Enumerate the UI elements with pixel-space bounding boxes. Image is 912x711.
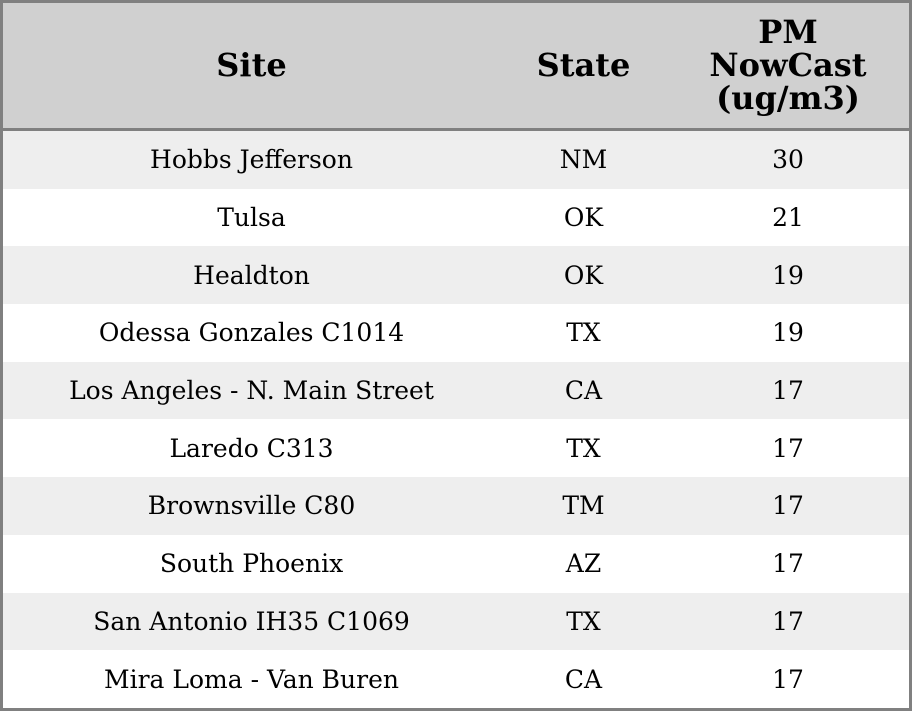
cell-state: TX (500, 304, 667, 362)
table-row: San Antonio IH35 C1069 TX 17 (3, 592, 909, 651)
cell-pm-nowcast: 21 (667, 188, 909, 247)
table-row: Laredo C313 TX 17 (3, 419, 909, 478)
header-state: State (500, 3, 667, 131)
cell-site: Tulsa (3, 188, 500, 247)
cell-state: OK (500, 246, 667, 305)
cell-site: Healdton (3, 246, 500, 305)
cell-site: Mira Loma - Van Buren (3, 650, 500, 708)
table-row: Los Angeles - N. Main Street CA 17 (3, 361, 909, 420)
table-row: Healdton OK 19 (3, 246, 909, 305)
data-table: Site State PM NowCast (ug/m3) Hobbs Jeff… (3, 3, 909, 708)
cell-pm-nowcast: 17 (667, 419, 909, 478)
cell-site: Brownsville C80 (3, 477, 500, 535)
cell-state: CA (500, 361, 667, 420)
table-row: Odessa Gonzales C1014 TX 19 (3, 304, 909, 362)
cell-site: San Antonio IH35 C1069 (3, 592, 500, 651)
cell-pm-nowcast: 30 (667, 129, 909, 189)
cell-state: CA (500, 650, 667, 708)
cell-state: AZ (500, 534, 667, 593)
cell-pm-nowcast: 19 (667, 304, 909, 362)
cell-pm-nowcast: 17 (667, 650, 909, 708)
cell-state: TX (500, 592, 667, 651)
cell-site: South Phoenix (3, 534, 500, 593)
cell-state: TM (500, 477, 667, 535)
cell-site: Odessa Gonzales C1014 (3, 304, 500, 362)
cell-site: Los Angeles - N. Main Street (3, 361, 500, 420)
table-row: South Phoenix AZ 17 (3, 534, 909, 593)
table-row: Hobbs Jefferson NM 30 (3, 129, 909, 189)
cell-site: Laredo C313 (3, 419, 500, 478)
table-row: Tulsa OK 21 (3, 188, 909, 247)
cell-site: Hobbs Jefferson (3, 129, 500, 189)
cell-state: NM (500, 129, 667, 189)
table-row: Mira Loma - Van Buren CA 17 (3, 650, 909, 708)
cell-pm-nowcast: 17 (667, 361, 909, 420)
cell-pm-nowcast: 17 (667, 477, 909, 535)
table-row: Brownsville C80 TM 17 (3, 477, 909, 535)
header-pm-nowcast: PM NowCast (ug/m3) (667, 3, 909, 131)
cell-state: TX (500, 419, 667, 478)
header-pm-nowcast-label: PM NowCast (ug/m3) (709, 13, 867, 117)
header-site: Site (3, 3, 500, 131)
header-row: Site State PM NowCast (ug/m3) (3, 3, 909, 131)
cell-state: OK (500, 188, 667, 247)
cell-pm-nowcast: 19 (667, 246, 909, 305)
cell-pm-nowcast: 17 (667, 534, 909, 593)
cell-pm-nowcast: 17 (667, 592, 909, 651)
